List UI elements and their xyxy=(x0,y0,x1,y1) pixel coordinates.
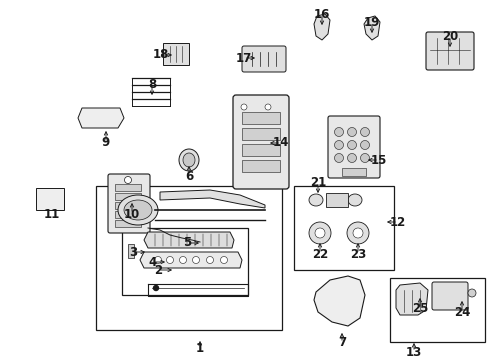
FancyBboxPatch shape xyxy=(327,116,379,178)
Circle shape xyxy=(360,140,369,149)
Text: 7: 7 xyxy=(337,337,346,350)
Text: 18: 18 xyxy=(153,49,169,62)
Polygon shape xyxy=(313,14,329,40)
Text: 3: 3 xyxy=(129,246,137,258)
Polygon shape xyxy=(140,252,242,268)
Circle shape xyxy=(347,127,356,136)
Bar xyxy=(242,128,280,140)
Circle shape xyxy=(192,256,199,264)
Text: 25: 25 xyxy=(411,302,427,315)
Circle shape xyxy=(220,256,227,264)
Circle shape xyxy=(334,127,343,136)
Circle shape xyxy=(334,140,343,149)
Polygon shape xyxy=(363,16,379,40)
Text: 1: 1 xyxy=(196,342,203,355)
FancyBboxPatch shape xyxy=(425,32,473,70)
Ellipse shape xyxy=(124,200,152,220)
Circle shape xyxy=(467,289,475,297)
Text: 2: 2 xyxy=(154,264,162,276)
Text: 19: 19 xyxy=(363,15,379,28)
Text: 23: 23 xyxy=(349,248,366,261)
Text: 14: 14 xyxy=(272,136,288,149)
Text: 9: 9 xyxy=(102,136,110,149)
Ellipse shape xyxy=(183,153,195,167)
Text: 16: 16 xyxy=(313,8,329,21)
Circle shape xyxy=(360,153,369,162)
Text: 10: 10 xyxy=(123,207,140,220)
Text: 17: 17 xyxy=(235,51,252,64)
Polygon shape xyxy=(160,190,264,208)
Text: 4: 4 xyxy=(148,256,157,269)
Text: 12: 12 xyxy=(389,216,406,229)
FancyBboxPatch shape xyxy=(108,174,150,233)
Bar xyxy=(115,211,141,218)
Text: 24: 24 xyxy=(453,306,469,319)
Text: 5: 5 xyxy=(183,237,191,249)
Circle shape xyxy=(360,127,369,136)
Polygon shape xyxy=(78,108,124,128)
Bar xyxy=(128,244,134,258)
Bar xyxy=(115,193,141,200)
Text: 11: 11 xyxy=(44,207,60,220)
Bar xyxy=(341,168,365,176)
Ellipse shape xyxy=(347,194,361,206)
FancyBboxPatch shape xyxy=(242,46,285,72)
Circle shape xyxy=(166,256,173,264)
Circle shape xyxy=(347,140,356,149)
Text: 22: 22 xyxy=(311,248,327,261)
Text: 20: 20 xyxy=(441,30,457,42)
Text: 6: 6 xyxy=(184,170,193,183)
Bar xyxy=(115,220,141,227)
Circle shape xyxy=(347,153,356,162)
Ellipse shape xyxy=(118,195,158,225)
Bar xyxy=(293,186,393,270)
Polygon shape xyxy=(143,232,234,248)
Ellipse shape xyxy=(179,149,199,171)
Polygon shape xyxy=(313,276,364,326)
Bar xyxy=(389,278,484,342)
Circle shape xyxy=(153,285,158,291)
FancyBboxPatch shape xyxy=(232,95,288,189)
FancyBboxPatch shape xyxy=(431,282,467,310)
Circle shape xyxy=(241,104,246,110)
Bar xyxy=(96,186,282,330)
Ellipse shape xyxy=(308,194,323,206)
Text: 21: 21 xyxy=(309,175,325,189)
Circle shape xyxy=(314,228,325,238)
Bar xyxy=(115,184,141,191)
Bar xyxy=(122,228,247,295)
Bar xyxy=(115,202,141,209)
Circle shape xyxy=(154,256,161,264)
Circle shape xyxy=(206,256,213,264)
Circle shape xyxy=(346,222,368,244)
Circle shape xyxy=(264,104,270,110)
Bar xyxy=(242,144,280,156)
Bar xyxy=(163,43,189,65)
Polygon shape xyxy=(395,283,427,315)
Text: 13: 13 xyxy=(405,346,421,359)
Bar xyxy=(325,193,347,207)
Circle shape xyxy=(179,256,186,264)
Text: 8: 8 xyxy=(147,77,156,90)
Circle shape xyxy=(124,176,131,184)
Text: 15: 15 xyxy=(370,153,386,166)
Bar xyxy=(242,112,280,124)
Bar xyxy=(36,188,64,210)
Circle shape xyxy=(334,153,343,162)
Circle shape xyxy=(352,228,362,238)
Circle shape xyxy=(308,222,330,244)
Bar xyxy=(242,160,280,172)
